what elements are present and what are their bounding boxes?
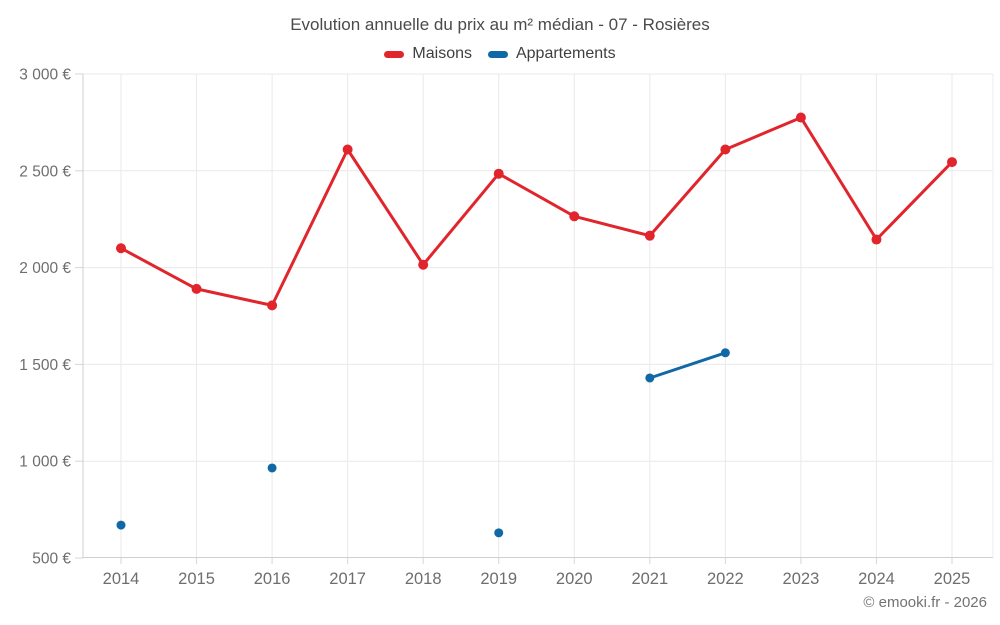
legend-item-appartements[interactable]: Appartements <box>487 45 616 63</box>
y-tick-label: 1 500 € <box>19 357 71 374</box>
maisons-marker[interactable] <box>795 112 806 123</box>
x-tick-label: 2015 <box>178 570 215 588</box>
appartements-marker[interactable] <box>720 348 730 358</box>
maisons-marker[interactable] <box>418 259 429 270</box>
maisons-marker[interactable] <box>342 144 353 155</box>
appartements-marker[interactable] <box>645 373 655 383</box>
legend-item-maisons[interactable]: Maisons <box>384 45 472 63</box>
y-tick-label: 1 000 € <box>19 454 71 471</box>
appartements-marker[interactable] <box>494 528 504 538</box>
maisons-marker[interactable] <box>116 243 126 254</box>
maisons-marker[interactable] <box>267 300 278 311</box>
maisons-marker[interactable] <box>947 157 957 168</box>
legend-label-appartements: Appartements <box>515 45 616 62</box>
y-tick-label: 2 000 € <box>19 260 71 277</box>
x-tick-label: 2014 <box>103 570 140 588</box>
appartements-swatch-icon <box>487 50 508 58</box>
appartements-marker[interactable] <box>116 520 126 530</box>
y-tick-label: 3 000 € <box>19 67 71 84</box>
legend-label-maisons: Maisons <box>412 45 472 62</box>
appartements-line <box>648 351 727 380</box>
x-tick-label: 2020 <box>556 570 593 588</box>
legend: Maisons Appartements <box>0 45 1000 63</box>
x-tick-label: 2022 <box>707 570 744 588</box>
maisons-marker[interactable] <box>569 211 580 222</box>
y-tick-label: 2 500 € <box>19 163 71 180</box>
x-tick-label: 2017 <box>329 570 366 588</box>
x-tick-label: 2024 <box>858 570 895 588</box>
maisons-marker[interactable] <box>644 230 655 241</box>
x-tick-label: 2019 <box>480 570 517 588</box>
appartements-marker[interactable] <box>267 463 277 473</box>
x-tick-label: 2023 <box>783 570 820 588</box>
copyright: © emooki.fr - 2026 <box>863 594 987 611</box>
maisons-marker[interactable] <box>493 168 504 179</box>
x-tick-label: 2021 <box>631 570 668 588</box>
x-tick-label: 2025 <box>934 570 971 588</box>
maisons-line <box>119 116 954 307</box>
maisons-marker[interactable] <box>871 234 882 245</box>
x-tick-label: 2018 <box>405 570 442 588</box>
maisons-marker[interactable] <box>191 283 202 294</box>
maisons-swatch-icon <box>384 50 405 58</box>
x-tick-label: 2016 <box>254 570 291 588</box>
chart-title: Evolution annuelle du prix au m² médian … <box>290 15 710 34</box>
y-tick-label: 500 € <box>32 551 71 568</box>
maisons-marker[interactable] <box>720 144 731 155</box>
